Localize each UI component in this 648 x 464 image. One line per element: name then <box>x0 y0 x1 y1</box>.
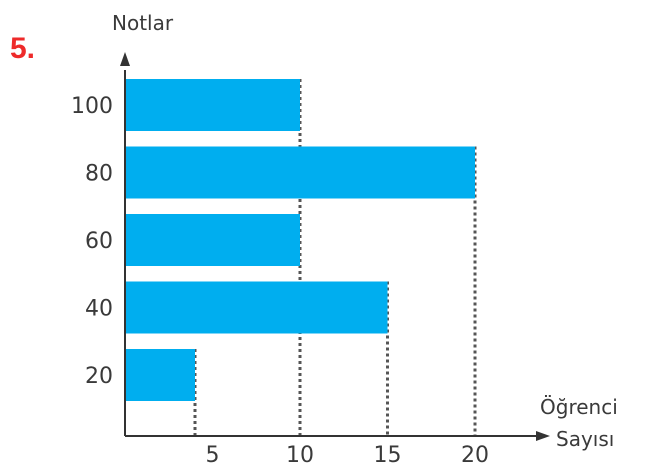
bars <box>126 79 475 401</box>
x-axis-arrow <box>536 431 550 441</box>
x-tick-label: 5 <box>206 443 220 464</box>
y-tick-label: 80 <box>85 162 113 187</box>
x-tick-label: 10 <box>286 443 314 464</box>
y-tick-label: 60 <box>85 229 113 254</box>
y-tick-label: 20 <box>85 364 113 389</box>
bar <box>126 79 300 131</box>
y-axis-title: Notlar <box>112 11 174 35</box>
x-axis-title-line1: Öğrenci <box>540 395 618 419</box>
x-tick-labels: 5 10 15 20 <box>206 443 490 464</box>
bar <box>126 214 300 266</box>
bar <box>126 281 388 334</box>
y-tick-label: 40 <box>85 297 113 322</box>
bar <box>126 146 475 199</box>
bar <box>126 349 195 401</box>
x-tick-label: 20 <box>461 443 489 464</box>
axes <box>120 52 550 441</box>
question-number: 5. <box>10 32 36 65</box>
x-tick-label: 15 <box>374 443 402 464</box>
y-tick-labels: 100 80 60 40 20 <box>71 94 113 389</box>
x-axis-title-line2: Sayısı <box>556 427 614 451</box>
y-tick-label: 100 <box>71 94 113 119</box>
y-axis-arrow <box>120 52 130 66</box>
